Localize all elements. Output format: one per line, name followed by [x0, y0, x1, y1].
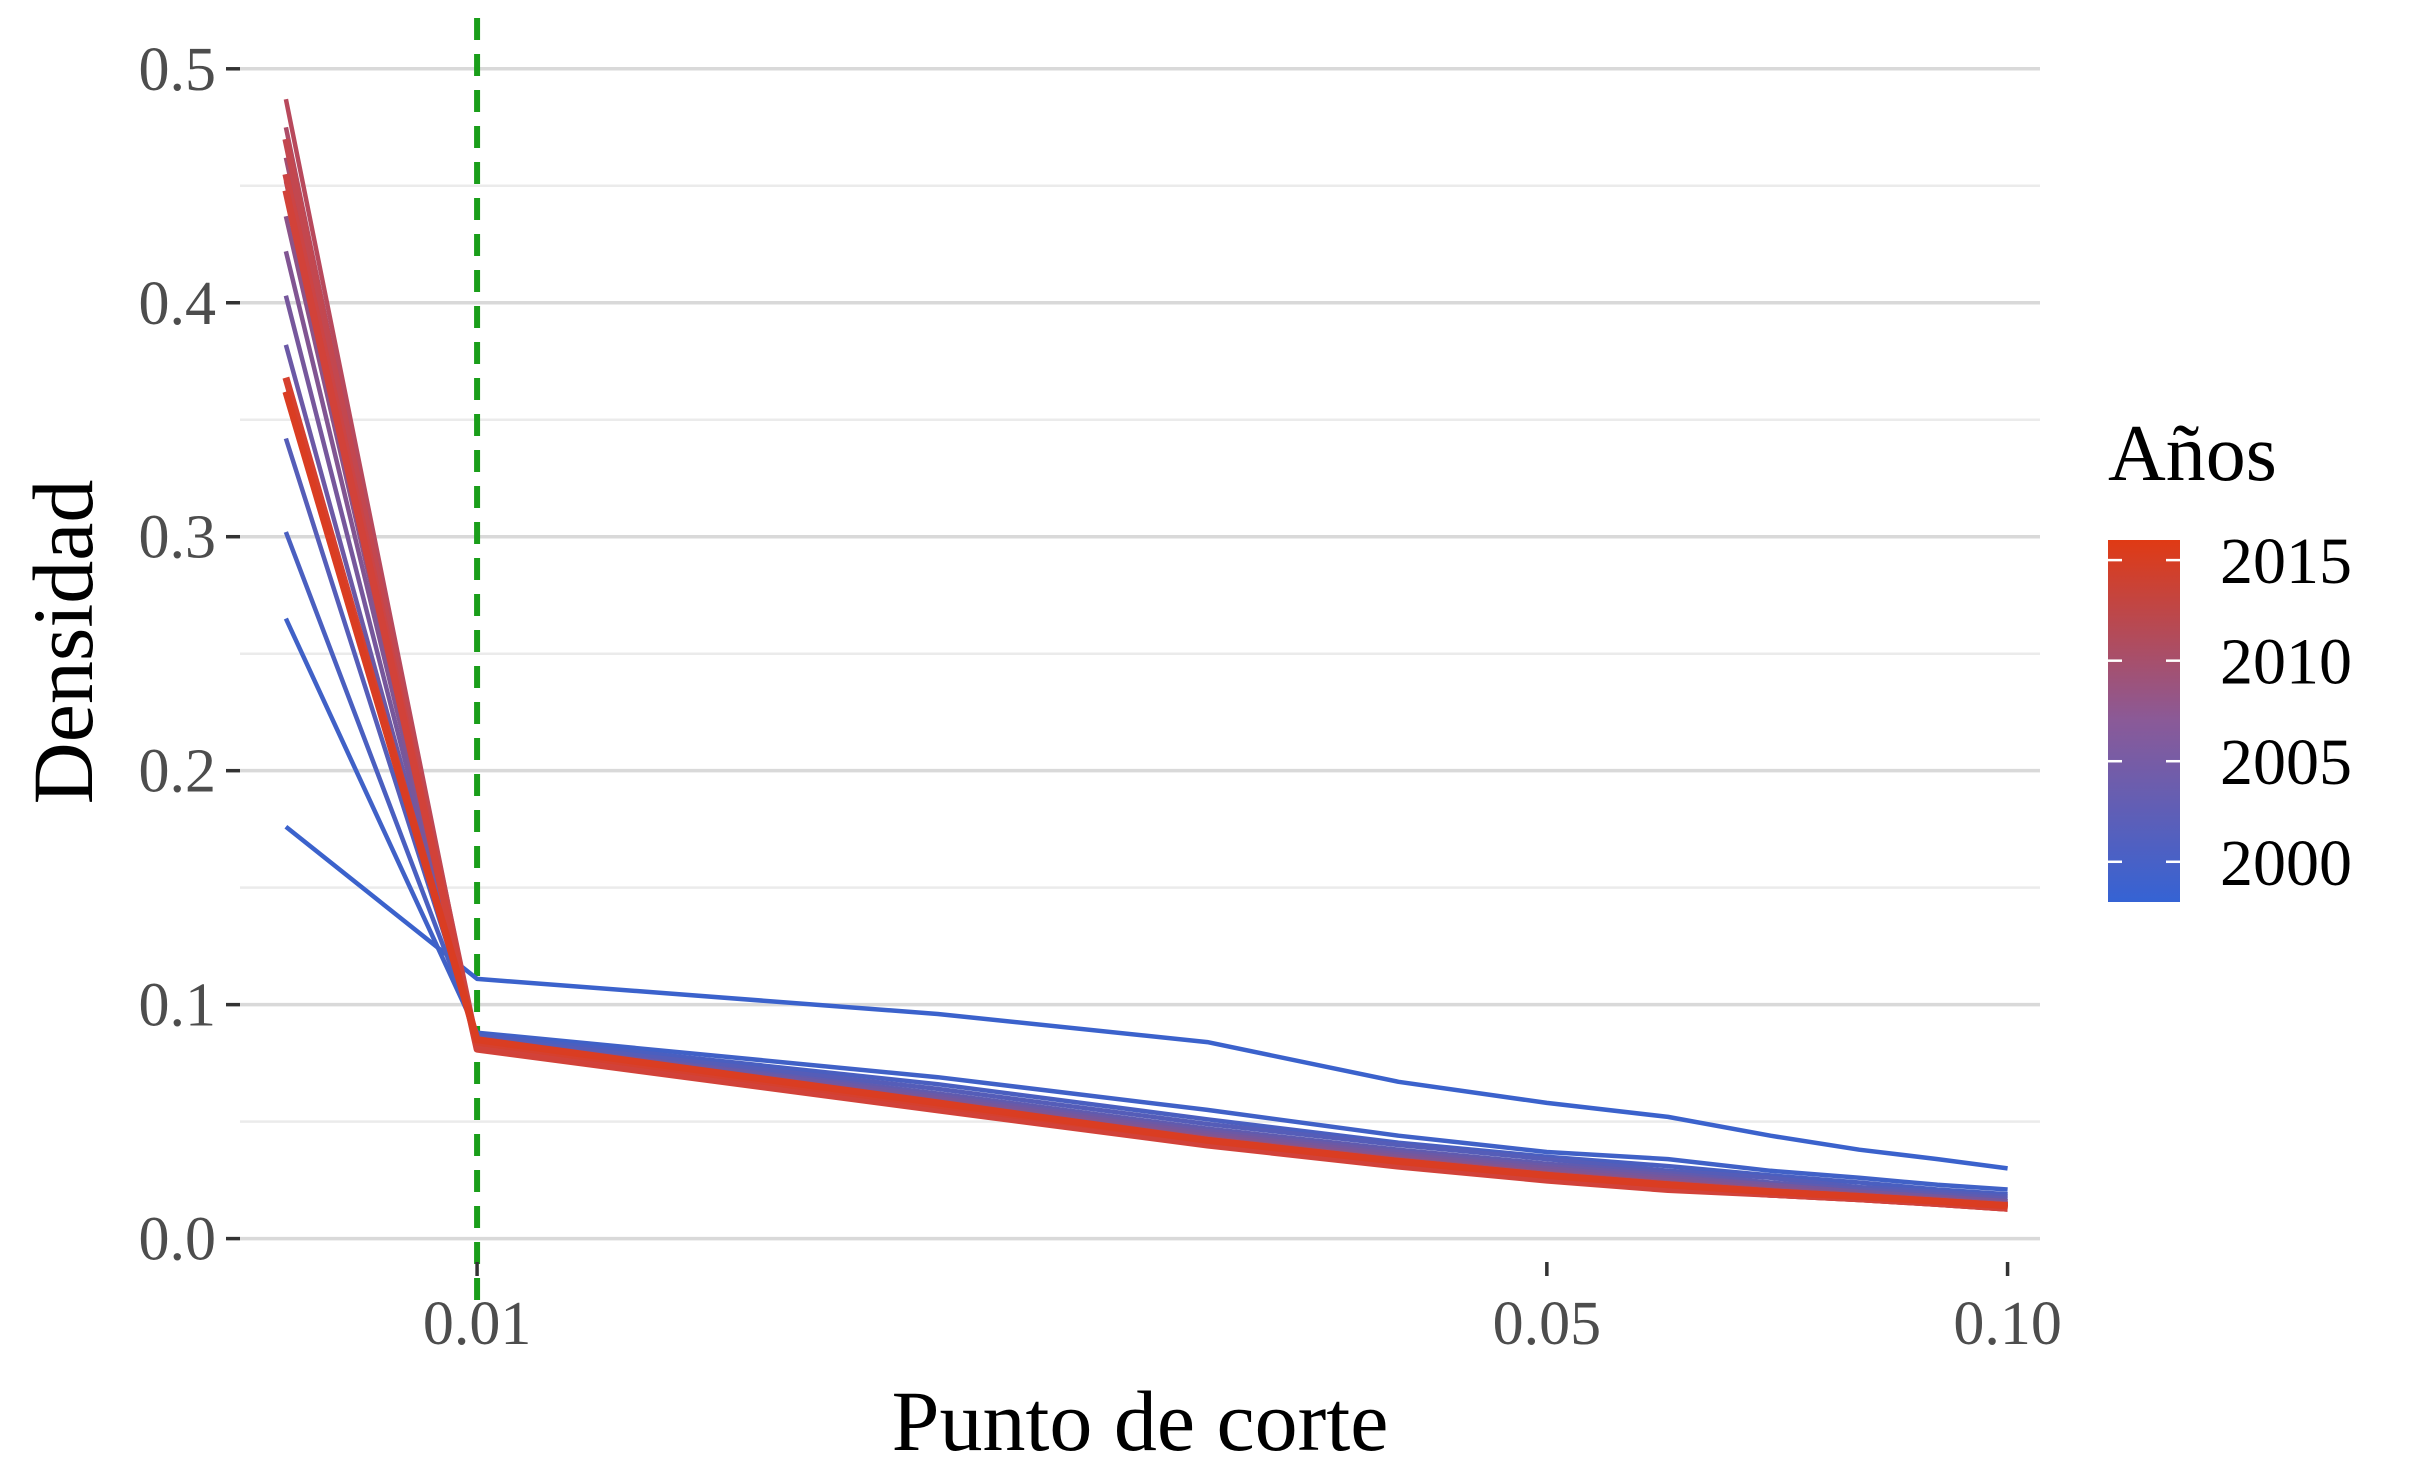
x-tick-label: 0.10	[1953, 1290, 2062, 1358]
x-axis: 0.01 0.05 0.10	[423, 1262, 2062, 1358]
series-line-2004	[283, 295, 2008, 1204]
series-line-2000	[283, 531, 2008, 1197]
y-tick-label: 0.4	[139, 270, 217, 338]
x-tick-label: 0.05	[1493, 1290, 1602, 1358]
x-tick-label: 0.01	[423, 1290, 532, 1358]
series-line-2015	[282, 390, 2008, 1210]
legend-colorbar	[2108, 540, 2180, 902]
legend-label: 2005	[2220, 726, 2352, 799]
series-line-1998	[284, 825, 2008, 1171]
series-lines	[282, 98, 2008, 1212]
y-tick-label: 0.0	[139, 1206, 217, 1274]
series-line-2014	[282, 376, 2008, 1210]
x-axis-title: Punto de corte	[892, 1373, 1389, 1469]
series-line-2001	[283, 437, 2008, 1199]
series-line-2013	[282, 189, 2008, 1212]
legend-title: Años	[2108, 410, 2277, 498]
y-axis-title: Densidad	[15, 480, 111, 805]
series-line-1999	[283, 617, 2008, 1192]
legend-ticks: 2015 2010 2005 2000	[2108, 525, 2352, 900]
legend-label: 2000	[2220, 827, 2352, 900]
legend-label: 2015	[2220, 525, 2352, 598]
series-line-2002	[283, 391, 2008, 1202]
series-line-2003	[283, 344, 2008, 1204]
y-tick-label: 0.2	[139, 738, 217, 806]
legend-label: 2010	[2220, 626, 2352, 699]
grid	[240, 67, 2040, 1241]
y-axis: 0.0 0.1 0.2 0.3 0.4 0.5	[139, 36, 240, 1274]
y-tick-label: 0.1	[139, 972, 217, 1040]
legend: Años 2015 2010 2005 2000	[2108, 410, 2352, 902]
y-tick-label: 0.5	[139, 36, 217, 104]
y-tick-label: 0.3	[139, 504, 217, 572]
